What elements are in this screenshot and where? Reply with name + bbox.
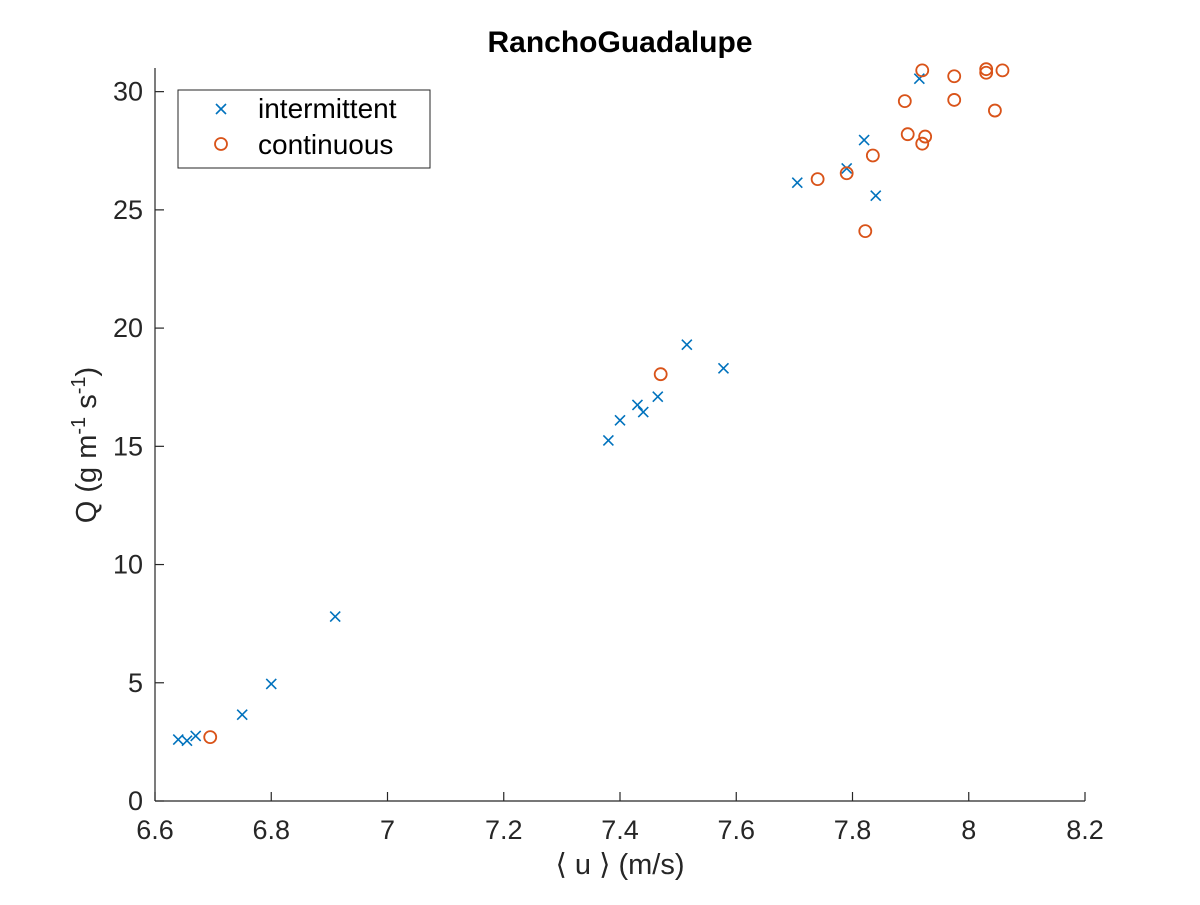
data-point-continuous <box>988 103 1002 118</box>
data-point-intermittent <box>652 391 664 403</box>
y-axis-label-part-3: ) <box>71 367 103 377</box>
x-axis-ticks: 6.6 6.8 7 7.2 7.4 7.6 7.8 8 8.2 <box>136 792 1104 845</box>
data-point-continuous <box>203 730 218 745</box>
data-point-intermittent <box>791 177 803 189</box>
data-point-intermittent <box>858 134 870 146</box>
data-point-intermittent <box>236 709 248 721</box>
data-points <box>172 62 1010 747</box>
data-point-continuous <box>810 172 825 187</box>
data-point-continuous <box>947 93 962 107</box>
x-tick-label: 6.8 <box>252 815 290 845</box>
x-axis-label: ⟨ u ⟩ (m/s) <box>556 849 685 881</box>
y-axis-label-part-1: Q (g m <box>71 435 103 524</box>
y-axis-label: Q (g m-1 s-1) <box>68 367 103 523</box>
data-point-continuous <box>947 69 962 84</box>
data-point-continuous <box>915 136 930 151</box>
y-tick-label: 5 <box>128 668 143 698</box>
data-point-intermittent <box>681 339 693 351</box>
x-tick-label: 7.2 <box>485 815 523 845</box>
data-point-intermittent <box>913 73 925 85</box>
data-point-intermittent <box>602 434 614 446</box>
y-axis-label-part-2: s <box>71 394 103 417</box>
y-tick-label: 0 <box>128 786 143 816</box>
data-point-continuous <box>979 65 994 80</box>
data-point-intermittent <box>637 406 649 418</box>
data-point-intermittent <box>631 399 644 411</box>
x-tick-label: 8.2 <box>1066 815 1104 845</box>
legend: intermittent continuous <box>177 89 431 169</box>
data-point-continuous <box>653 367 668 382</box>
x-tick-label: 6.6 <box>136 815 174 845</box>
data-point-continuous <box>865 148 880 163</box>
data-point-continuous <box>918 129 933 144</box>
data-point-continuous <box>897 94 912 109</box>
y-axis-ticks: 0 5 10 15 20 25 30 <box>113 77 164 816</box>
x-tick-label: 7.8 <box>834 815 872 845</box>
legend-label-intermittent: intermittent <box>258 93 397 124</box>
y-axis-label-superscript-2: -1 <box>68 376 90 394</box>
legend-marker-continuous <box>214 137 228 151</box>
y-axis-label-superscript-1: -1 <box>68 417 90 435</box>
data-point-continuous <box>995 63 1010 78</box>
data-point-intermittent <box>717 362 730 374</box>
data-point-continuous <box>979 62 994 77</box>
data-point-continuous <box>839 166 854 181</box>
y-tick-label: 25 <box>113 195 143 225</box>
legend-marker-intermittent <box>215 103 227 115</box>
axes <box>154 68 1085 802</box>
x-tick-label: 8 <box>961 815 976 845</box>
legend-box <box>177 89 431 169</box>
data-point-intermittent <box>265 678 277 690</box>
x-tick-label: 7 <box>380 815 395 845</box>
chart-title: RanchoGuadalupe <box>487 26 752 59</box>
data-point-intermittent <box>614 414 626 426</box>
y-tick-label: 30 <box>113 77 143 107</box>
data-point-intermittent <box>190 730 202 742</box>
data-point-continuous <box>900 127 915 142</box>
data-point-intermittent <box>870 190 882 202</box>
data-point-intermittent <box>841 162 853 175</box>
data-point-intermittent <box>329 611 341 623</box>
y-tick-label: 15 <box>113 431 143 461</box>
x-tick-label: 7.6 <box>717 815 755 845</box>
data-point-continuous <box>915 63 930 78</box>
y-tick-label: 10 <box>113 550 143 580</box>
x-tick-label: 7.4 <box>601 815 639 845</box>
data-point-intermittent <box>181 735 193 747</box>
legend-label-continuous: continuous <box>258 129 393 160</box>
data-point-continuous <box>858 224 873 239</box>
y-tick-label: 20 <box>113 313 143 343</box>
